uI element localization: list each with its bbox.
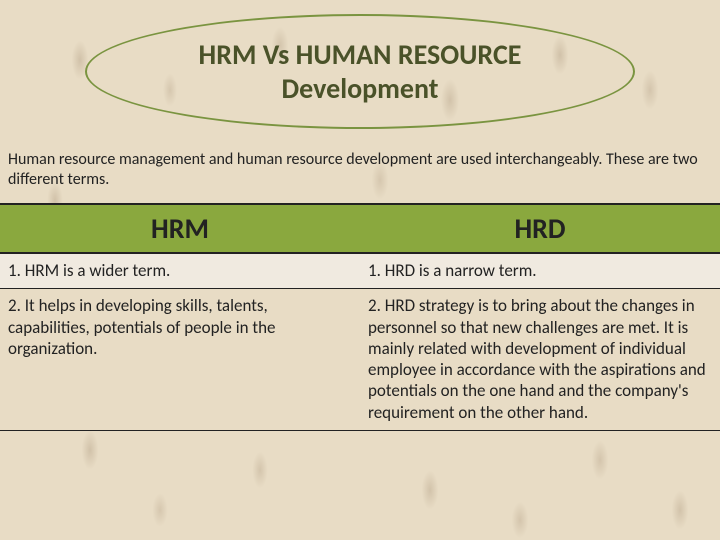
- table-row: 1. HRM is a wider term. 1. HRD is a narr…: [0, 253, 720, 289]
- cell-hrd-1: 1. HRD is a narrow term.: [360, 253, 720, 289]
- cell-hrd-2: 2. HRD strategy is to bring about the ch…: [360, 289, 720, 431]
- title-oval: HRM Vs HUMAN RESOURCE Development: [85, 14, 635, 129]
- col-header-hrd: HRD: [360, 204, 720, 253]
- table-row: 2. It helps in developing skills, talent…: [0, 289, 720, 431]
- cell-hrm-1: 1. HRM is a wider term.: [0, 253, 360, 289]
- title-line-1: HRM Vs HUMAN RESOURCE: [199, 38, 522, 72]
- col-header-hrm: HRM: [0, 204, 360, 253]
- title-line-2: Development: [282, 72, 439, 106]
- table-header-row: HRM HRD: [0, 204, 720, 253]
- comparison-table: HRM HRD 1. HRM is a wider term. 1. HRD i…: [0, 203, 720, 431]
- intro-paragraph: Human resource management and human reso…: [8, 150, 712, 190]
- cell-hrm-2: 2. It helps in developing skills, talent…: [0, 289, 360, 431]
